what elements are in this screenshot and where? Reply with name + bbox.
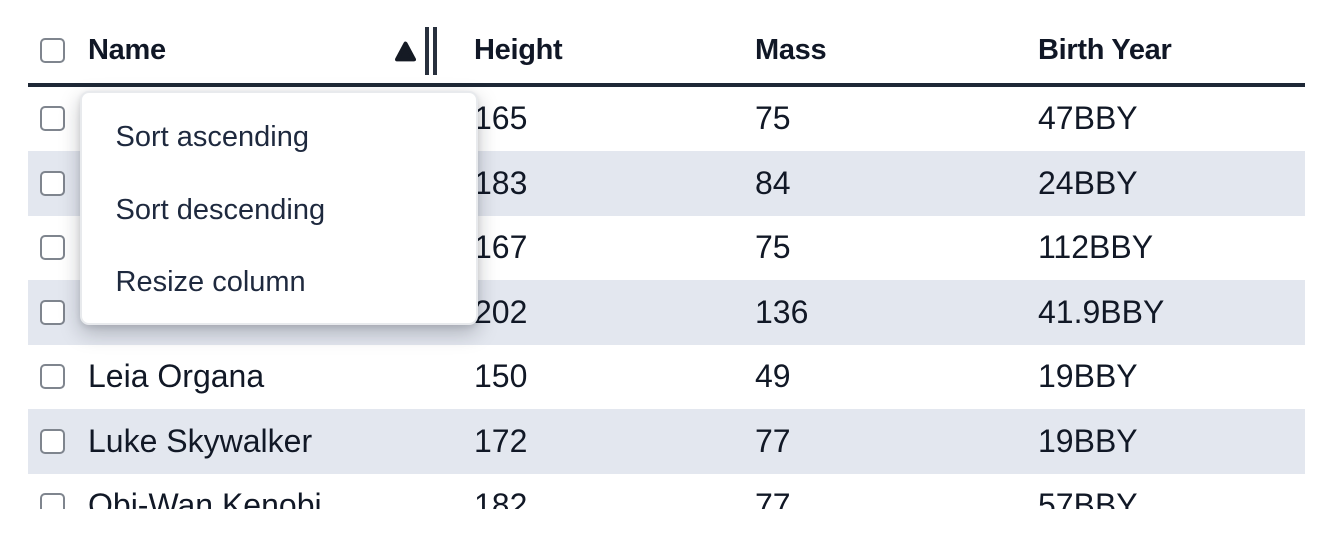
cell-mass: 84 (755, 164, 791, 201)
cell-birth-year: 19BBY (1038, 422, 1138, 459)
cell-birth-year: 19BBY (1038, 358, 1138, 395)
cell-height: 165 (474, 100, 528, 137)
header-cell-birth-year[interactable]: Birth Year (1038, 34, 1172, 67)
sort-ascending-icon (395, 41, 416, 62)
menu-item-resize-column[interactable]: Resize column (115, 266, 306, 299)
cell-name: Obi-Wan Kenobi (88, 487, 322, 509)
resize-bar-right (433, 27, 437, 75)
select-all-checkbox[interactable] (39, 38, 65, 64)
cell-mass: 49 (755, 358, 791, 395)
cell-height: 172 (474, 422, 528, 459)
cell-birth-year: 57BBY (1038, 487, 1138, 509)
header-cell-mass[interactable]: Mass (755, 34, 827, 67)
cell-mass: 75 (755, 100, 791, 137)
column-resize-handle[interactable] (425, 27, 437, 75)
row-checkbox[interactable] (39, 364, 65, 390)
cell-height: 167 (474, 229, 528, 266)
column-context-menu: Sort ascending Sort descending Resize co… (79, 90, 478, 325)
cell-height: 202 (474, 293, 528, 330)
row-checkbox[interactable] (39, 299, 65, 325)
cell-mass: 77 (755, 422, 791, 459)
cell-birth-year: 41.9BBY (1038, 293, 1165, 330)
cell-mass: 75 (755, 229, 791, 266)
table-row: Obi-Wan Kenobi 182 77 57BBY (28, 473, 1305, 509)
cell-height: 182 (474, 487, 528, 509)
resize-bar-left (425, 27, 429, 75)
header-cell-name[interactable]: Name (88, 34, 166, 67)
row-checkbox[interactable] (39, 106, 65, 132)
row-checkbox[interactable] (39, 428, 65, 454)
cell-birth-year: 47BBY (1038, 100, 1138, 137)
cell-height: 150 (474, 358, 528, 395)
table-row: Leia Organa 150 49 19BBY (28, 344, 1305, 409)
menu-item-sort-ascending[interactable]: Sort ascending (115, 121, 309, 154)
cell-height: 183 (474, 164, 528, 201)
table-header-row: Name Height Mass Birth Year (28, 19, 1305, 87)
row-checkbox[interactable] (39, 170, 65, 196)
row-checkbox[interactable] (39, 493, 65, 509)
row-checkbox[interactable] (39, 235, 65, 261)
header-cell-select (28, 38, 80, 64)
cell-mass: 136 (755, 293, 809, 330)
cell-name: Leia Organa (88, 358, 265, 395)
menu-item-sort-descending[interactable]: Sort descending (115, 193, 326, 226)
table-row: Luke Skywalker 172 77 19BBY (28, 409, 1305, 474)
header-cell-height[interactable]: Height (474, 34, 563, 67)
cell-name: Luke Skywalker (88, 422, 313, 459)
cell-mass: 77 (755, 487, 791, 509)
cell-birth-year: 24BBY (1038, 164, 1138, 201)
cell-birth-year: 112BBY (1038, 229, 1154, 266)
